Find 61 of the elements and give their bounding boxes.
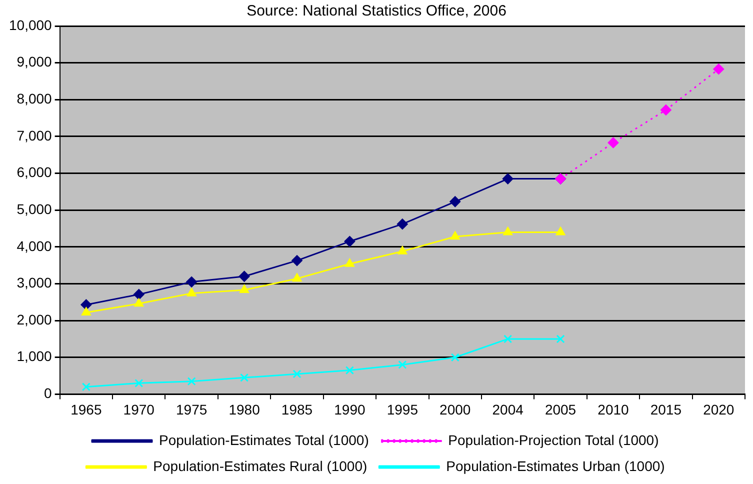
point [186,288,196,296]
point [556,334,565,344]
point [134,298,144,307]
legend-label: Population-Estimates Urban (1000) [446,458,665,474]
point [238,270,250,282]
point [240,373,249,382]
y-tick-label: 5,000 [16,200,52,217]
point [292,370,302,378]
point [133,288,144,300]
point [80,299,92,310]
point [502,226,513,236]
x-tick-label: 2010 [598,401,630,418]
point [187,377,196,386]
point [292,273,302,282]
legend-label: Population-Estimates Total (1000) [158,432,369,448]
point [608,137,619,148]
source-note: Source: National Statistics Office, 2006 [246,2,506,20]
y-tick-label: 10,000 [8,16,52,33]
point [239,284,250,293]
x-tick-label: 1985 [281,401,313,418]
x-tick-label: 1995 [386,401,418,418]
point [396,218,408,230]
point [713,64,724,75]
y-tick-label: 0 [44,385,52,402]
x-tick-label: 1975 [176,401,208,418]
x-tick-label: 2000 [440,401,471,418]
x-tick-label: 2005 [544,401,576,418]
y-tick-label: 1,000 [16,348,52,364]
point [398,360,407,370]
y-tick-label: 2,000 [16,311,52,328]
y-tick-label: 9,000 [16,54,52,70]
point [345,366,354,375]
y-tick-label: 6,000 [16,164,52,180]
x-tick-label: 1980 [228,401,260,418]
point [450,353,460,362]
x-tick-label: 1965 [70,401,102,418]
point [344,236,356,247]
y-tick-label: 8,000 [16,90,52,106]
point [344,258,355,267]
point [81,306,92,316]
point [82,382,90,392]
x-tick-label: 2004 [492,401,524,418]
legend-label: Population-Estimates Rural (1000) [153,458,368,474]
point [292,255,302,266]
point [556,226,566,236]
legend-label: Population-Projection Total (1000) [448,432,659,448]
y-tick-label: 4,000 [16,238,52,254]
x-tick-label: 2020 [703,401,734,418]
point [398,246,408,254]
point [134,378,144,388]
y-tick-label: 7,000 [16,127,52,144]
point [186,276,198,288]
point [450,231,460,240]
y-tick-label: 3,000 [16,274,52,291]
point [660,104,672,116]
point [502,173,514,184]
point [450,196,461,208]
x-tick-label: 2015 [650,401,682,418]
x-tick-label: 1990 [334,401,366,418]
point [504,334,512,344]
x-tick-label: 1970 [123,401,155,418]
